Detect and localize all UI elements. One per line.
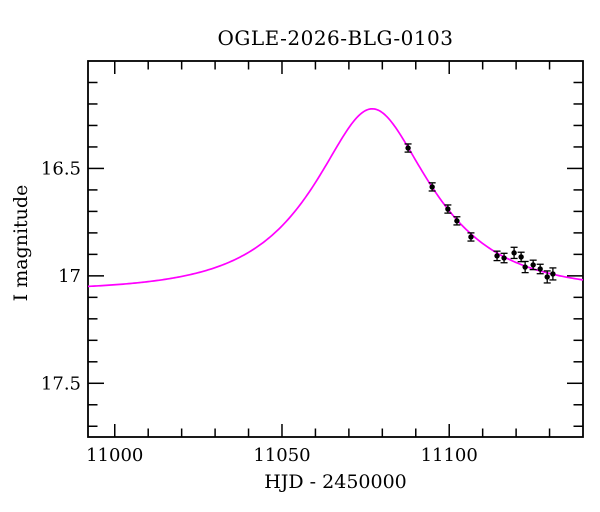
data-point <box>536 263 544 275</box>
photometry-marker <box>530 262 536 268</box>
data-point <box>453 216 461 226</box>
data-point <box>510 246 518 260</box>
data-point <box>521 260 529 274</box>
photometry-marker <box>429 184 435 190</box>
photometry-marker <box>454 218 460 224</box>
photometry-marker <box>445 206 451 212</box>
plot-frame <box>87 60 584 438</box>
data-point <box>493 250 501 262</box>
photometry-marker <box>544 274 550 280</box>
data-point <box>404 143 412 153</box>
photometry-marker <box>537 266 543 272</box>
data-point <box>529 259 537 271</box>
y-tick-label: 16.5 <box>41 158 81 179</box>
x-tick-label: 11050 <box>253 445 310 466</box>
photometry-marker <box>494 253 500 259</box>
photometry-marker <box>550 271 556 277</box>
x-tick-label: 11000 <box>86 445 143 466</box>
photometry-marker <box>522 264 528 270</box>
photometry-marker <box>511 250 517 256</box>
data-point <box>467 232 475 242</box>
x-tick-label: 11100 <box>421 445 478 466</box>
y-tick-label: 17.5 <box>41 373 81 394</box>
photometry-marker <box>468 234 474 240</box>
y-tick-label: 17 <box>58 266 81 287</box>
chart-title: OGLE-2026-BLG-0103 <box>217 26 454 50</box>
photometry-marker <box>518 254 524 260</box>
photometry-marker <box>405 145 411 151</box>
data-point <box>517 251 525 263</box>
data-point <box>549 267 557 281</box>
y-axis-label: I magnitude <box>10 184 32 302</box>
data-point <box>500 252 508 264</box>
model-light-curve <box>87 107 584 288</box>
data-point <box>428 182 436 192</box>
data-point <box>444 204 452 214</box>
photometry-marker <box>501 255 507 261</box>
data-point <box>543 270 551 284</box>
x-axis-label: HJD - 2450000 <box>264 471 407 493</box>
